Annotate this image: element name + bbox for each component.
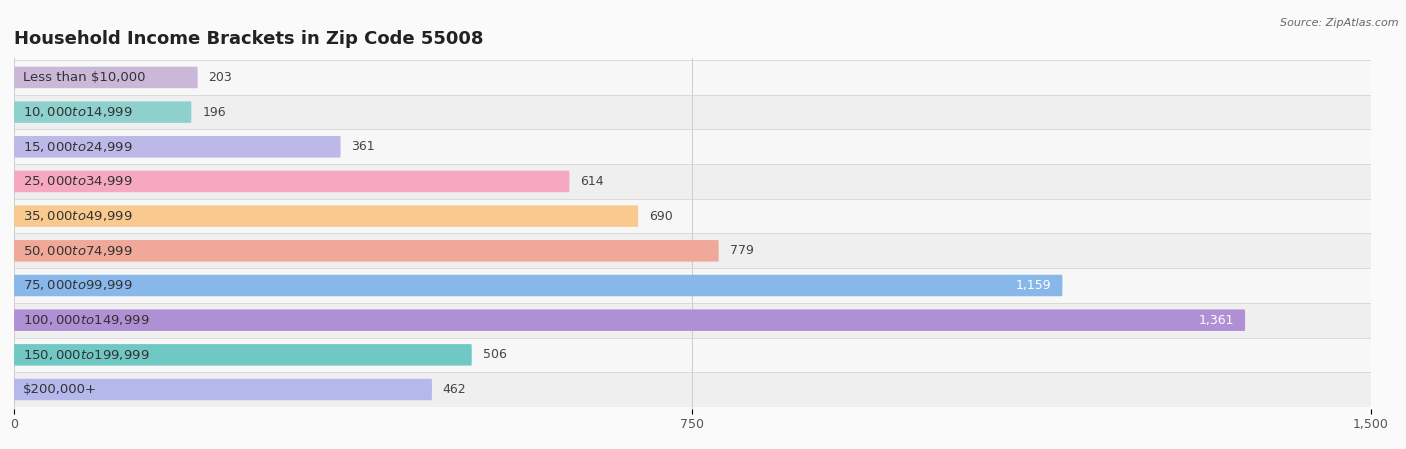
Bar: [14, 233, 1371, 268]
Text: $100,000 to $149,999: $100,000 to $149,999: [22, 313, 149, 327]
Bar: [14, 199, 1371, 233]
FancyBboxPatch shape: [14, 275, 1063, 296]
Text: $200,000+: $200,000+: [22, 383, 97, 396]
Text: $35,000 to $49,999: $35,000 to $49,999: [22, 209, 132, 223]
Text: 361: 361: [352, 140, 375, 153]
Text: 203: 203: [208, 71, 232, 84]
FancyBboxPatch shape: [14, 344, 472, 365]
Text: Less than $10,000: Less than $10,000: [22, 71, 146, 84]
FancyBboxPatch shape: [14, 240, 718, 262]
Text: 1,361: 1,361: [1199, 314, 1234, 327]
FancyBboxPatch shape: [14, 67, 198, 88]
Bar: [14, 95, 1371, 129]
Text: $10,000 to $14,999: $10,000 to $14,999: [22, 105, 132, 119]
Text: 1,159: 1,159: [1017, 279, 1052, 292]
Text: Household Income Brackets in Zip Code 55008: Household Income Brackets in Zip Code 55…: [14, 31, 484, 48]
Text: $50,000 to $74,999: $50,000 to $74,999: [22, 244, 132, 258]
FancyBboxPatch shape: [14, 309, 1246, 331]
FancyBboxPatch shape: [14, 136, 340, 158]
Text: $25,000 to $34,999: $25,000 to $34,999: [22, 175, 132, 189]
FancyBboxPatch shape: [14, 171, 569, 192]
FancyBboxPatch shape: [14, 205, 638, 227]
Text: Source: ZipAtlas.com: Source: ZipAtlas.com: [1281, 18, 1399, 28]
Bar: [14, 164, 1371, 199]
FancyBboxPatch shape: [14, 101, 191, 123]
Bar: [14, 60, 1371, 95]
Bar: [14, 372, 1371, 407]
Text: 506: 506: [482, 348, 506, 361]
Text: 196: 196: [202, 106, 226, 119]
Text: 462: 462: [443, 383, 467, 396]
Bar: [14, 338, 1371, 372]
Text: $75,000 to $99,999: $75,000 to $99,999: [22, 278, 132, 292]
FancyBboxPatch shape: [14, 379, 432, 400]
Text: 690: 690: [650, 210, 673, 223]
Text: $15,000 to $24,999: $15,000 to $24,999: [22, 140, 132, 154]
Bar: [14, 129, 1371, 164]
Text: 614: 614: [581, 175, 605, 188]
Text: $150,000 to $199,999: $150,000 to $199,999: [22, 348, 149, 362]
Text: 779: 779: [730, 244, 754, 257]
Bar: [14, 268, 1371, 303]
Bar: [14, 303, 1371, 338]
